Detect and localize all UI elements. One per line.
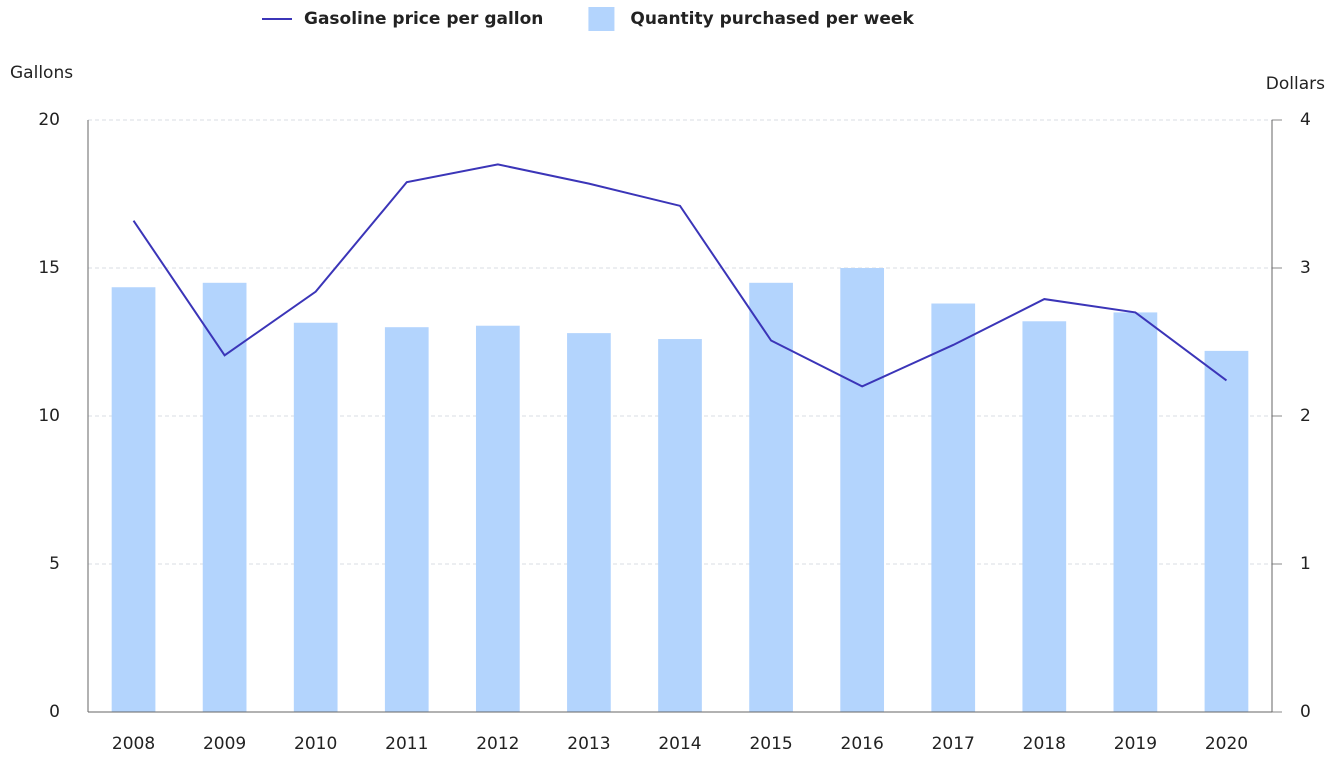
y2-tick-label: 1 [1300,554,1311,574]
y2-axis-title: Dollars [1266,74,1325,94]
x-tick-label: 2010 [294,734,337,754]
y-tick-label: 0 [49,702,60,722]
legend-label: Quantity purchased per week [630,9,914,29]
y-tick-label: 5 [49,554,60,574]
bar [111,287,156,712]
x-tick-label: 2013 [567,734,610,754]
x-tick-label: 2017 [932,734,975,754]
bar [475,325,520,712]
y2-tick-label: 2 [1300,406,1311,426]
y-tick-label: 15 [38,258,60,278]
bar [1113,312,1158,712]
bar [384,327,429,712]
y-tick-label: 10 [38,406,60,426]
bar [1204,350,1249,712]
x-tick-label: 2011 [385,734,428,754]
legend-label: Gasoline price per gallon [304,9,543,29]
bar [749,282,793,712]
bar [202,282,247,712]
x-tick-label: 2014 [658,734,701,754]
y-axis-title: Gallons [10,63,73,83]
x-tick-label: 2009 [203,734,246,754]
x-tick-label: 2008 [112,734,155,754]
bar [1022,321,1067,712]
y2-tick-label: 4 [1300,110,1311,130]
x-tick-label: 2015 [749,734,792,754]
bar [840,268,885,712]
x-tick-label: 2020 [1205,734,1248,754]
bar [567,333,611,712]
bar [931,303,976,712]
x-tick-label: 2016 [841,734,884,754]
x-tick-label: 2012 [476,734,519,754]
y-tick-label: 20 [38,110,60,130]
y2-tick-label: 0 [1300,702,1311,722]
x-tick-label: 2019 [1114,734,1157,754]
x-tick-label: 2018 [1023,734,1066,754]
y2-tick-label: 3 [1300,258,1311,278]
bar [293,322,338,712]
bar [658,339,702,712]
legend-swatch [588,7,615,31]
line [132,163,1228,388]
